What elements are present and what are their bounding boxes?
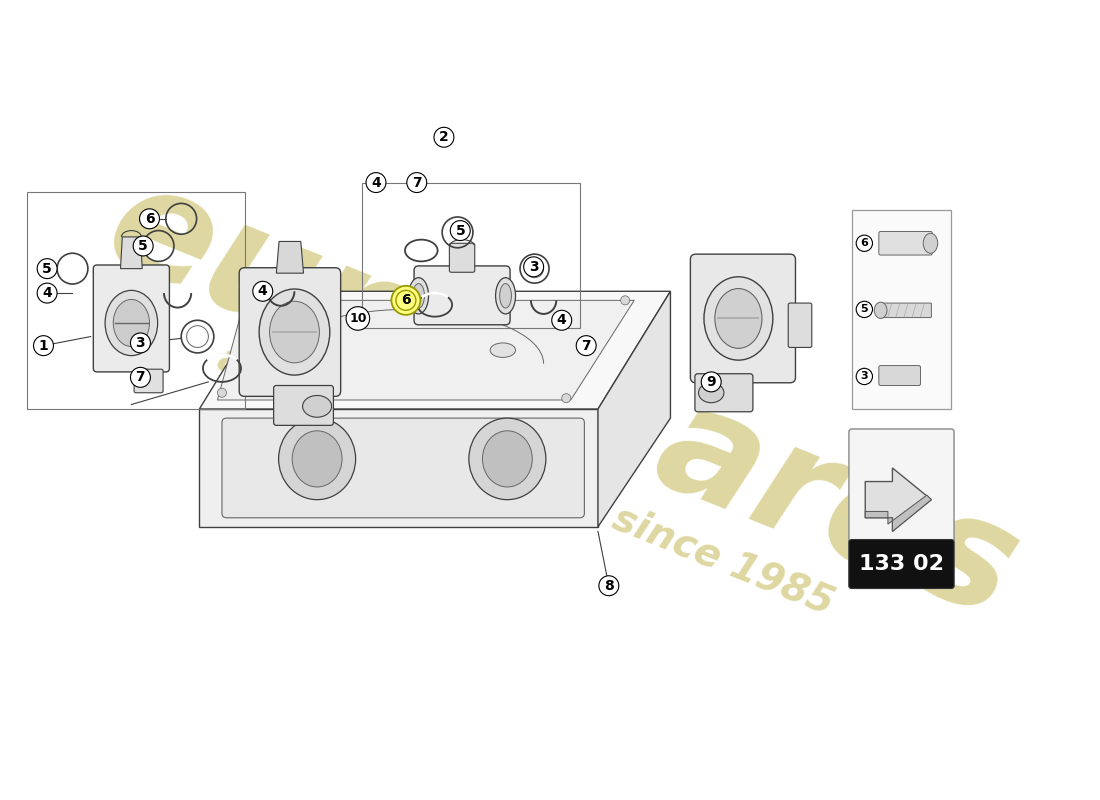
Text: 3: 3 bbox=[860, 371, 868, 382]
Circle shape bbox=[407, 173, 427, 193]
Text: 8: 8 bbox=[604, 578, 614, 593]
Text: 6: 6 bbox=[402, 294, 410, 307]
Circle shape bbox=[434, 127, 454, 147]
Text: 6: 6 bbox=[860, 238, 868, 248]
Ellipse shape bbox=[698, 382, 724, 402]
Circle shape bbox=[133, 236, 153, 256]
FancyBboxPatch shape bbox=[849, 429, 954, 589]
Text: 2: 2 bbox=[439, 130, 449, 144]
FancyBboxPatch shape bbox=[879, 231, 933, 255]
Text: 10: 10 bbox=[349, 312, 366, 325]
Circle shape bbox=[524, 257, 543, 277]
Polygon shape bbox=[199, 409, 598, 527]
FancyBboxPatch shape bbox=[695, 374, 752, 412]
Ellipse shape bbox=[491, 343, 516, 358]
Ellipse shape bbox=[715, 289, 762, 348]
Circle shape bbox=[37, 283, 57, 303]
Text: 3: 3 bbox=[529, 260, 539, 274]
Text: 4: 4 bbox=[557, 314, 566, 327]
Ellipse shape bbox=[113, 299, 150, 346]
Circle shape bbox=[856, 235, 872, 251]
Circle shape bbox=[253, 282, 273, 302]
FancyBboxPatch shape bbox=[239, 268, 341, 396]
FancyBboxPatch shape bbox=[880, 303, 932, 318]
Polygon shape bbox=[121, 237, 142, 269]
Ellipse shape bbox=[496, 278, 516, 314]
Text: 5: 5 bbox=[860, 304, 868, 314]
Ellipse shape bbox=[499, 283, 512, 308]
Ellipse shape bbox=[483, 431, 532, 487]
Text: 5: 5 bbox=[139, 239, 148, 253]
Circle shape bbox=[366, 173, 386, 193]
Text: 4: 4 bbox=[371, 175, 381, 190]
FancyBboxPatch shape bbox=[879, 366, 921, 386]
Text: 4: 4 bbox=[42, 286, 52, 300]
FancyBboxPatch shape bbox=[274, 386, 333, 426]
Ellipse shape bbox=[302, 395, 331, 418]
Ellipse shape bbox=[260, 289, 330, 375]
FancyBboxPatch shape bbox=[789, 303, 812, 347]
Text: 5: 5 bbox=[455, 223, 465, 238]
Text: 5: 5 bbox=[42, 262, 52, 276]
FancyBboxPatch shape bbox=[851, 210, 952, 409]
FancyBboxPatch shape bbox=[94, 265, 169, 372]
FancyBboxPatch shape bbox=[222, 418, 584, 518]
Text: eurospares: eurospares bbox=[86, 150, 1037, 650]
FancyBboxPatch shape bbox=[691, 254, 795, 382]
Circle shape bbox=[392, 286, 420, 315]
Circle shape bbox=[702, 372, 722, 392]
Text: 7: 7 bbox=[412, 175, 421, 190]
FancyBboxPatch shape bbox=[450, 243, 475, 272]
Ellipse shape bbox=[270, 302, 319, 363]
Circle shape bbox=[346, 306, 370, 330]
Text: 7: 7 bbox=[582, 338, 591, 353]
Circle shape bbox=[131, 333, 151, 353]
Circle shape bbox=[33, 336, 54, 356]
Circle shape bbox=[620, 296, 629, 305]
Circle shape bbox=[576, 336, 596, 356]
Ellipse shape bbox=[874, 302, 887, 318]
Circle shape bbox=[396, 290, 416, 310]
Text: 3: 3 bbox=[135, 336, 145, 350]
Text: 7: 7 bbox=[135, 370, 145, 384]
FancyBboxPatch shape bbox=[134, 369, 163, 393]
Text: a passion for parts since 1985: a passion for parts since 1985 bbox=[212, 340, 839, 623]
Circle shape bbox=[598, 576, 619, 596]
Ellipse shape bbox=[278, 418, 355, 500]
Circle shape bbox=[37, 258, 57, 278]
Circle shape bbox=[856, 302, 872, 318]
Circle shape bbox=[131, 367, 151, 387]
Circle shape bbox=[552, 310, 572, 330]
Ellipse shape bbox=[704, 277, 773, 360]
Polygon shape bbox=[866, 495, 932, 531]
Ellipse shape bbox=[308, 333, 336, 350]
Polygon shape bbox=[199, 291, 670, 409]
Ellipse shape bbox=[408, 278, 429, 314]
Circle shape bbox=[218, 388, 227, 398]
Circle shape bbox=[856, 368, 872, 385]
Ellipse shape bbox=[293, 431, 342, 487]
Text: 9: 9 bbox=[706, 375, 716, 389]
Text: 4: 4 bbox=[257, 284, 267, 298]
Ellipse shape bbox=[469, 418, 546, 500]
Text: 133 02: 133 02 bbox=[859, 554, 944, 574]
Circle shape bbox=[240, 294, 250, 303]
FancyBboxPatch shape bbox=[849, 539, 954, 589]
Circle shape bbox=[140, 209, 159, 229]
Text: 6: 6 bbox=[145, 212, 154, 226]
Text: 1: 1 bbox=[39, 338, 48, 353]
Polygon shape bbox=[218, 300, 635, 400]
Ellipse shape bbox=[923, 234, 937, 254]
FancyBboxPatch shape bbox=[414, 266, 510, 325]
Polygon shape bbox=[866, 468, 932, 531]
Circle shape bbox=[562, 394, 571, 402]
Polygon shape bbox=[598, 291, 670, 527]
Ellipse shape bbox=[412, 283, 425, 308]
Ellipse shape bbox=[106, 290, 157, 356]
Circle shape bbox=[450, 221, 470, 241]
Polygon shape bbox=[276, 242, 304, 273]
